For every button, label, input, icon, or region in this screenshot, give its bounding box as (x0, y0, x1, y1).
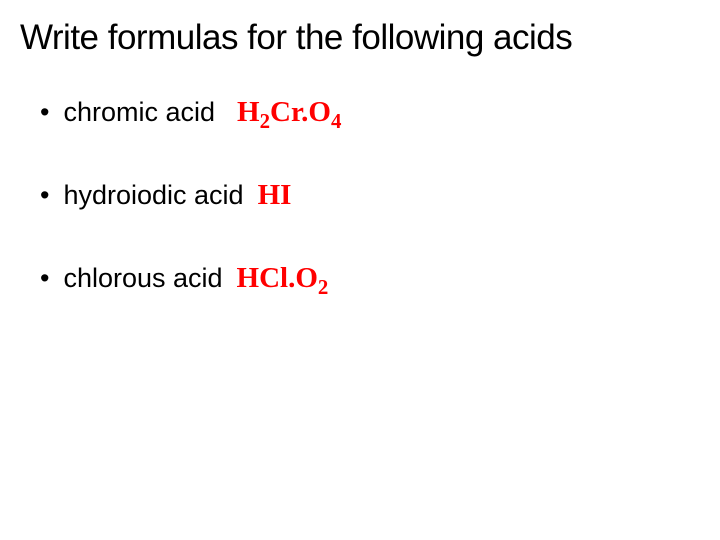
bullet-icon: • (40, 182, 49, 209)
bullet-icon: • (40, 265, 49, 292)
bullet-icon: • (40, 99, 49, 126)
acid-name: chlorous acid (63, 263, 222, 294)
slide: Write formulas for the following acids •… (0, 0, 720, 540)
acid-formula: HCl.O2 (237, 262, 329, 295)
acid-name: hydroiodic acid (63, 180, 243, 211)
list-item: • chlorous acid HCl.O2 (40, 262, 696, 295)
list-item: • chromic acid H2Cr.O4 (40, 96, 696, 129)
list-item: • hydroiodic acid HI (40, 179, 696, 212)
acid-formula: H2Cr.O4 (237, 96, 341, 129)
slide-title: Write formulas for the following acids (20, 18, 696, 58)
bullet-list: • chromic acid H2Cr.O4 • hydroiodic acid… (24, 96, 696, 295)
acid-formula: HI (258, 179, 292, 212)
acid-name: chromic acid (63, 97, 215, 128)
